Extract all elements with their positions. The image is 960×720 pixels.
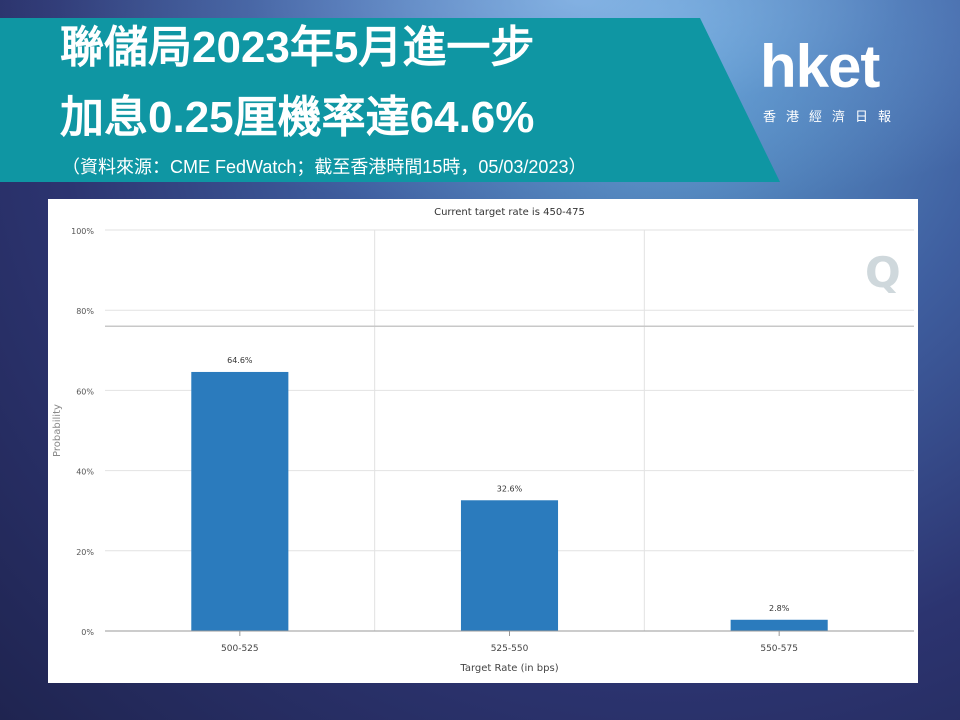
y-tick-label: 40% <box>76 468 94 477</box>
bar <box>460 500 559 631</box>
watermark-q: Q <box>865 248 901 297</box>
chart-title: Current target rate is 450-475 <box>434 207 585 218</box>
y-tick-label: 100% <box>71 227 94 236</box>
y-axis-label: Probability <box>52 404 63 457</box>
bar <box>730 619 828 631</box>
y-tick-label: 0% <box>81 628 94 637</box>
logo-subtitle: 香港經濟日報 <box>763 110 902 125</box>
hket-logo: hket 香港經濟日報 <box>760 34 920 130</box>
chart-panel: Current target rate is 450-475 0% 20% 40% 60… <box>48 199 918 683</box>
headline-line-1: 聯儲局2023年5月進一步 <box>60 23 535 72</box>
y-tick-label: 20% <box>76 548 94 557</box>
bar <box>191 371 289 631</box>
y-tick-label: 80% <box>76 307 94 316</box>
bar-value-label: 2.8% <box>769 604 790 613</box>
source-note: （資料來源：CME FedWatch；截至香港時間15時，05/03/2023） <box>62 157 587 177</box>
headline-line-2: 加息0.25厘機率達64.6% <box>60 93 535 142</box>
x-tick-label: 525-550 <box>491 644 529 654</box>
title-banner <box>0 18 780 182</box>
x-tick-label: 550-575 <box>760 644 798 654</box>
bar-value-label: 64.6% <box>227 356 253 365</box>
y-tick-label: 60% <box>76 387 94 396</box>
bar-chart: Current target rate is 450-475 0% 20% 40% 60… <box>52 207 914 674</box>
bar-value-label: 32.6% <box>497 484 523 493</box>
logo-wordmark: hket <box>760 33 880 100</box>
x-axis-label: Target Rate (in bps) <box>459 663 558 674</box>
x-tick-label: 500-525 <box>221 644 259 654</box>
